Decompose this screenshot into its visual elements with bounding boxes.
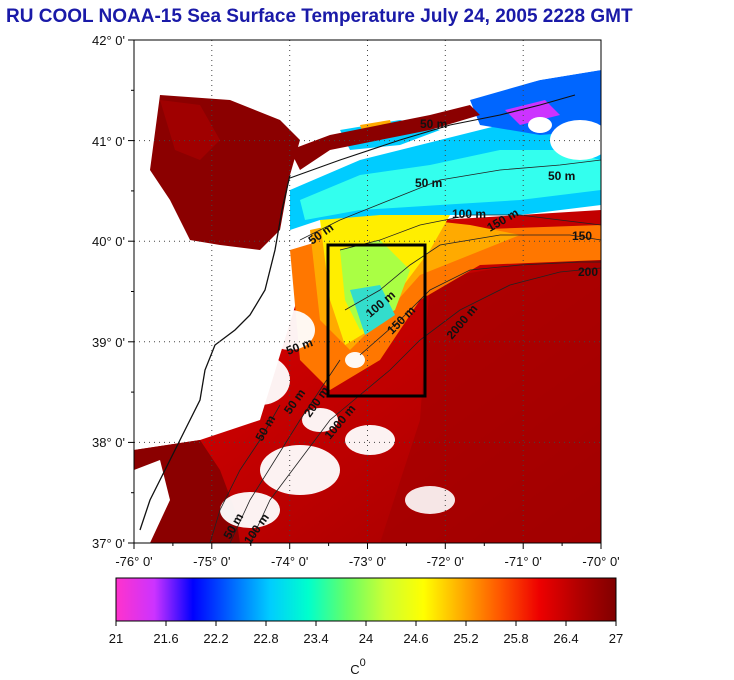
lat-tick-label: 39° 0': [92, 335, 125, 350]
colorbar-tick-label: 25.2: [453, 631, 478, 646]
lat-tick-label: 41° 0': [92, 134, 125, 149]
lat-axis: 42° 0' 41° 0' 40° 0' 39° 0' 38° 0' 37° 0…: [92, 33, 134, 551]
colorbar-bar: [115, 577, 617, 622]
contour-label: 200: [578, 265, 598, 279]
colorbar-tick-label: 25.8: [503, 631, 528, 646]
lat-tick-label: 40° 0': [92, 234, 125, 249]
colorbar-tick-label: 27: [609, 631, 623, 646]
lon-tick-label: -70° 0': [582, 554, 619, 569]
lon-tick-label: -75° 0': [193, 554, 230, 569]
lat-tick-label: 37° 0': [92, 536, 125, 551]
lon-tick-label: -76° 0': [115, 554, 152, 569]
study-area-box: [326, 243, 427, 398]
contour-label: 50 m: [415, 176, 442, 190]
colorbar-unit-label: C0: [350, 657, 366, 677]
contour-label: 100 m: [452, 207, 486, 221]
colorbar-tick-label: 21: [109, 631, 123, 646]
lon-tick-label: -72° 0': [427, 554, 464, 569]
colorbar-tick-label: 22.8: [253, 631, 278, 646]
colorbar: 21 21.6 22.2 22.8 23.4 24 24.6 25.2 25.8 26.4 27 C…: [109, 577, 623, 677]
lon-tick-label: -71° 0': [505, 554, 542, 569]
colorbar-tick-label: 21.6: [153, 631, 178, 646]
colorbar-tick-label: 26.4: [553, 631, 578, 646]
colorbar-tick-label: 24: [359, 631, 373, 646]
lat-tick-label: 42° 0': [92, 33, 125, 48]
contour-label: 150: [572, 229, 592, 243]
sst-field: [134, 40, 601, 543]
contour-label: 50 m: [420, 117, 447, 131]
colorbar-ticks: 21 21.6 22.2 22.8 23.4 24 24.6 25.2 25.8 26.4 27: [109, 621, 623, 646]
contour-label: 50 m: [548, 169, 575, 183]
lon-axis: -76° 0' -75° 0' -74° 0' -73° 0' -72° 0' …: [115, 543, 620, 569]
colorbar-tick-label: 24.6: [403, 631, 428, 646]
lat-tick-label: 38° 0': [92, 435, 125, 450]
map-title: RU COOL NOAA-15 Sea Surface Temperature …: [6, 6, 633, 27]
colorbar-tick-label: 22.2: [203, 631, 228, 646]
lon-tick-label: -74° 0': [271, 554, 308, 569]
colorbar-tick-label: 23.4: [303, 631, 328, 646]
lon-tick-label: -73° 0': [349, 554, 386, 569]
